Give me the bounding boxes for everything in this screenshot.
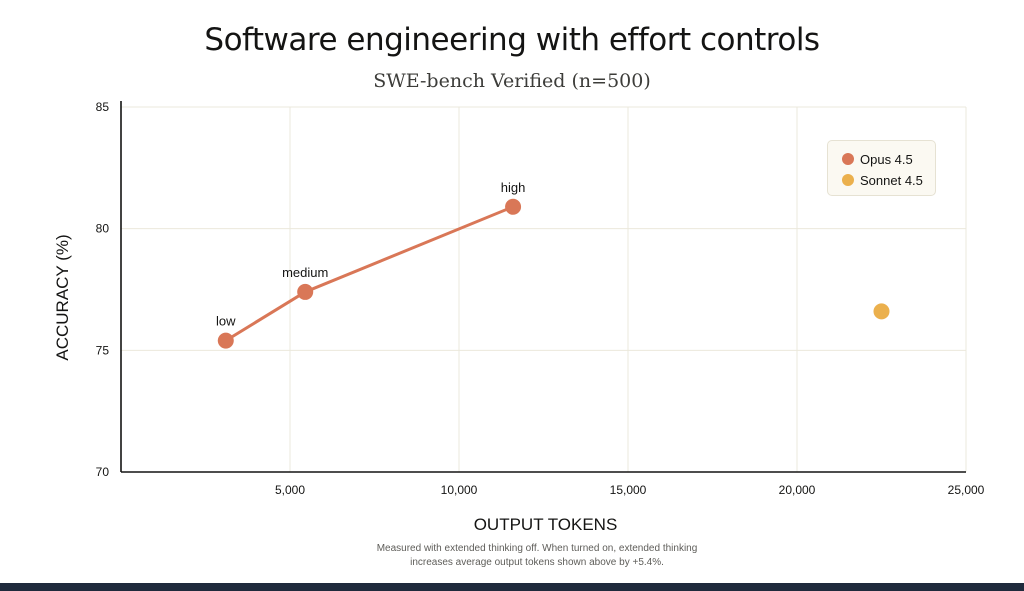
chart-subtitle: SWE-bench Verified (n=500) — [373, 70, 651, 92]
data-label-opus-4-5-2: high — [501, 180, 526, 195]
data-label-opus-4-5-1: medium — [282, 265, 328, 280]
legend-item-opus: Opus 4.5 — [842, 150, 913, 168]
data-label-opus-4-5-0: low — [216, 314, 236, 329]
chart-legend: Opus 4.5 Sonnet 4.5 — [827, 140, 936, 196]
data-point-opus-4-5-1 — [297, 283, 314, 300]
data-point-sonnet-4-5-0 — [873, 303, 890, 320]
x-tick-label-4: 25,000 — [948, 483, 985, 497]
y-tick-label-1: 75 — [96, 343, 110, 357]
legend-label-opus: Opus 4.5 — [860, 151, 913, 167]
x-tick-label-0: 5,000 — [275, 483, 305, 497]
y-tick-label-3: 85 — [96, 100, 110, 114]
x-axis-title: OUTPUT TOKENS — [474, 515, 618, 534]
y-tick-label-2: 80 — [96, 222, 110, 236]
legend-label-sonnet: Sonnet 4.5 — [860, 172, 923, 188]
data-point-opus-4-5-0 — [217, 332, 234, 349]
plot-area — [121, 107, 966, 472]
legend-swatch-sonnet — [842, 174, 854, 186]
x-tick-label-1: 10,000 — [441, 483, 478, 497]
y-tick-label-0: 70 — [96, 465, 110, 479]
chart-title: Software engineering with effort control… — [204, 22, 820, 58]
footnote-line-2: increases average output tokens shown ab… — [410, 557, 664, 568]
footnote-line-1: Measured with extended thinking off. Whe… — [376, 543, 698, 554]
bottom-bar — [0, 583, 1024, 591]
data-point-opus-4-5-2 — [505, 198, 522, 215]
y-axis-title: ACCURACY (%) — [53, 234, 72, 360]
footnote: Measured with extended thinking off. Whe… — [0, 542, 1024, 570]
legend-item-sonnet: Sonnet 4.5 — [842, 171, 923, 189]
x-tick-label-3: 20,000 — [779, 483, 816, 497]
legend-swatch-opus — [842, 153, 854, 165]
x-tick-label-2: 15,000 — [610, 483, 647, 497]
